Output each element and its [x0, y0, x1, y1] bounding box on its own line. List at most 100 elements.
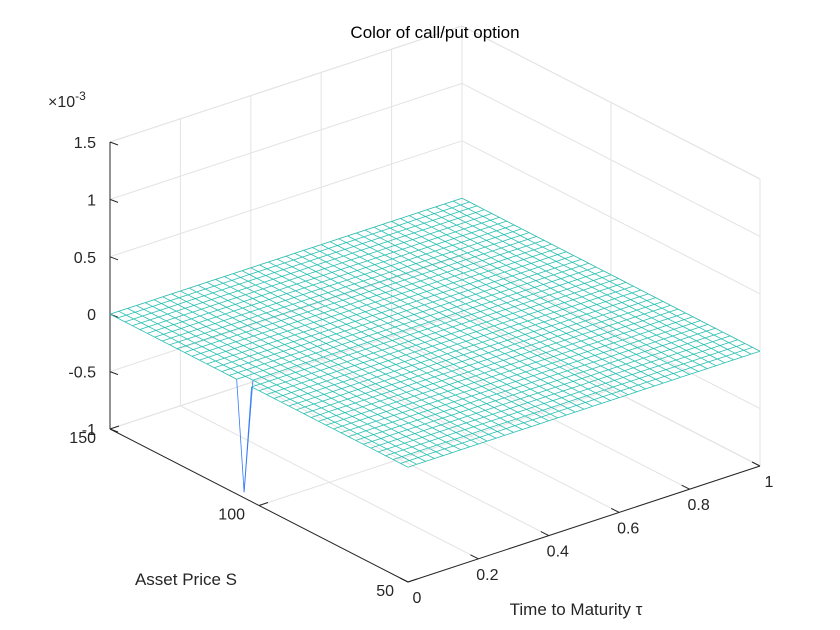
mesh-line	[572, 381, 581, 386]
mesh-line	[260, 336, 270, 341]
mesh-line	[279, 368, 289, 372]
mesh-line	[345, 286, 354, 291]
mesh-line	[545, 396, 554, 401]
x-tick-label: 0	[413, 590, 422, 607]
mesh-line	[460, 201, 470, 206]
mesh-line	[678, 346, 687, 351]
mesh-line	[254, 325, 264, 330]
mesh-line	[291, 263, 302, 268]
mesh-line	[432, 298, 442, 303]
mesh-line	[526, 283, 535, 288]
mesh-line	[501, 326, 511, 331]
mesh-line	[568, 279, 578, 283]
mesh-line	[700, 357, 709, 363]
mesh-line	[583, 405, 593, 410]
mesh-line	[300, 307, 308, 313]
mesh-line	[240, 355, 250, 360]
mesh-line	[313, 322, 322, 327]
mesh-line	[602, 355, 612, 360]
mesh-line	[485, 365, 494, 371]
mesh-line	[421, 233, 431, 238]
mesh-line	[491, 294, 500, 300]
mesh-line	[439, 267, 448, 273]
mesh-line	[390, 391, 398, 396]
mesh-line	[505, 309, 514, 314]
mesh-line	[453, 282, 461, 287]
mesh-line	[624, 285, 634, 290]
mesh-line	[724, 359, 734, 364]
mesh-line	[482, 257, 492, 261]
mesh-line	[344, 293, 352, 298]
y-tick-label: 50	[376, 583, 394, 600]
mesh-line	[289, 314, 300, 319]
mesh-line	[629, 384, 639, 389]
x-tick-label: 1	[765, 474, 774, 491]
mesh-line	[451, 414, 459, 420]
mesh-line	[631, 333, 641, 338]
mesh-line	[238, 327, 247, 333]
mesh-line	[601, 318, 611, 323]
mesh-line	[529, 269, 538, 275]
mesh-line	[388, 316, 397, 321]
mesh-line	[593, 399, 602, 404]
mesh-line	[526, 324, 536, 329]
mesh-line	[364, 355, 373, 361]
mesh-line	[439, 428, 449, 432]
mesh-line	[437, 237, 446, 242]
mesh-line	[690, 329, 698, 335]
mesh-line	[331, 394, 341, 399]
mesh-line	[602, 358, 610, 364]
mesh-line	[461, 405, 470, 410]
mesh-line	[288, 405, 297, 411]
mesh-line	[363, 318, 372, 323]
mesh-line	[317, 380, 327, 385]
mesh-line	[124, 321, 133, 327]
mesh-line	[681, 332, 690, 338]
mesh-line	[325, 305, 333, 311]
mesh-line	[193, 349, 201, 354]
mesh-line	[597, 297, 606, 302]
mesh-line	[354, 236, 364, 241]
mesh-line	[292, 303, 301, 309]
mesh-line	[675, 359, 684, 365]
mesh-line	[333, 346, 342, 352]
mesh-line	[725, 355, 734, 361]
mesh-line	[476, 284, 486, 288]
mesh-line	[513, 429, 523, 433]
mesh-line	[284, 262, 293, 268]
mesh-line	[405, 314, 415, 318]
mesh-line	[584, 361, 594, 366]
mesh-line	[356, 229, 366, 234]
mesh-line	[426, 451, 436, 456]
mesh-line	[378, 451, 386, 457]
mesh-line	[396, 275, 405, 281]
mesh-line	[422, 437, 430, 442]
mesh-line	[488, 270, 497, 276]
mesh-line	[396, 317, 406, 321]
mesh-line	[383, 261, 392, 266]
mesh-line	[380, 271, 390, 276]
mesh-line	[306, 315, 316, 319]
mesh-line	[698, 368, 708, 372]
mesh-line	[383, 340, 393, 344]
mesh-line	[312, 366, 321, 371]
mesh-line	[243, 380, 254, 493]
mesh-line	[586, 395, 595, 400]
mesh-line	[347, 232, 357, 237]
mesh-line	[302, 253, 312, 258]
mesh-line	[682, 323, 692, 327]
mesh-line	[361, 246, 371, 251]
mesh-line	[272, 278, 281, 284]
mesh-line	[495, 271, 505, 276]
mesh-line	[356, 270, 365, 275]
mesh-line	[439, 431, 448, 436]
mesh-line	[518, 241, 527, 247]
mesh-line	[319, 373, 329, 378]
mesh-line	[466, 378, 475, 383]
mesh-line	[161, 303, 170, 308]
mesh-line	[475, 290, 485, 295]
mesh-line	[315, 352, 324, 358]
mesh-line	[367, 423, 375, 429]
mesh-line	[355, 437, 365, 441]
mesh-line	[385, 452, 395, 457]
